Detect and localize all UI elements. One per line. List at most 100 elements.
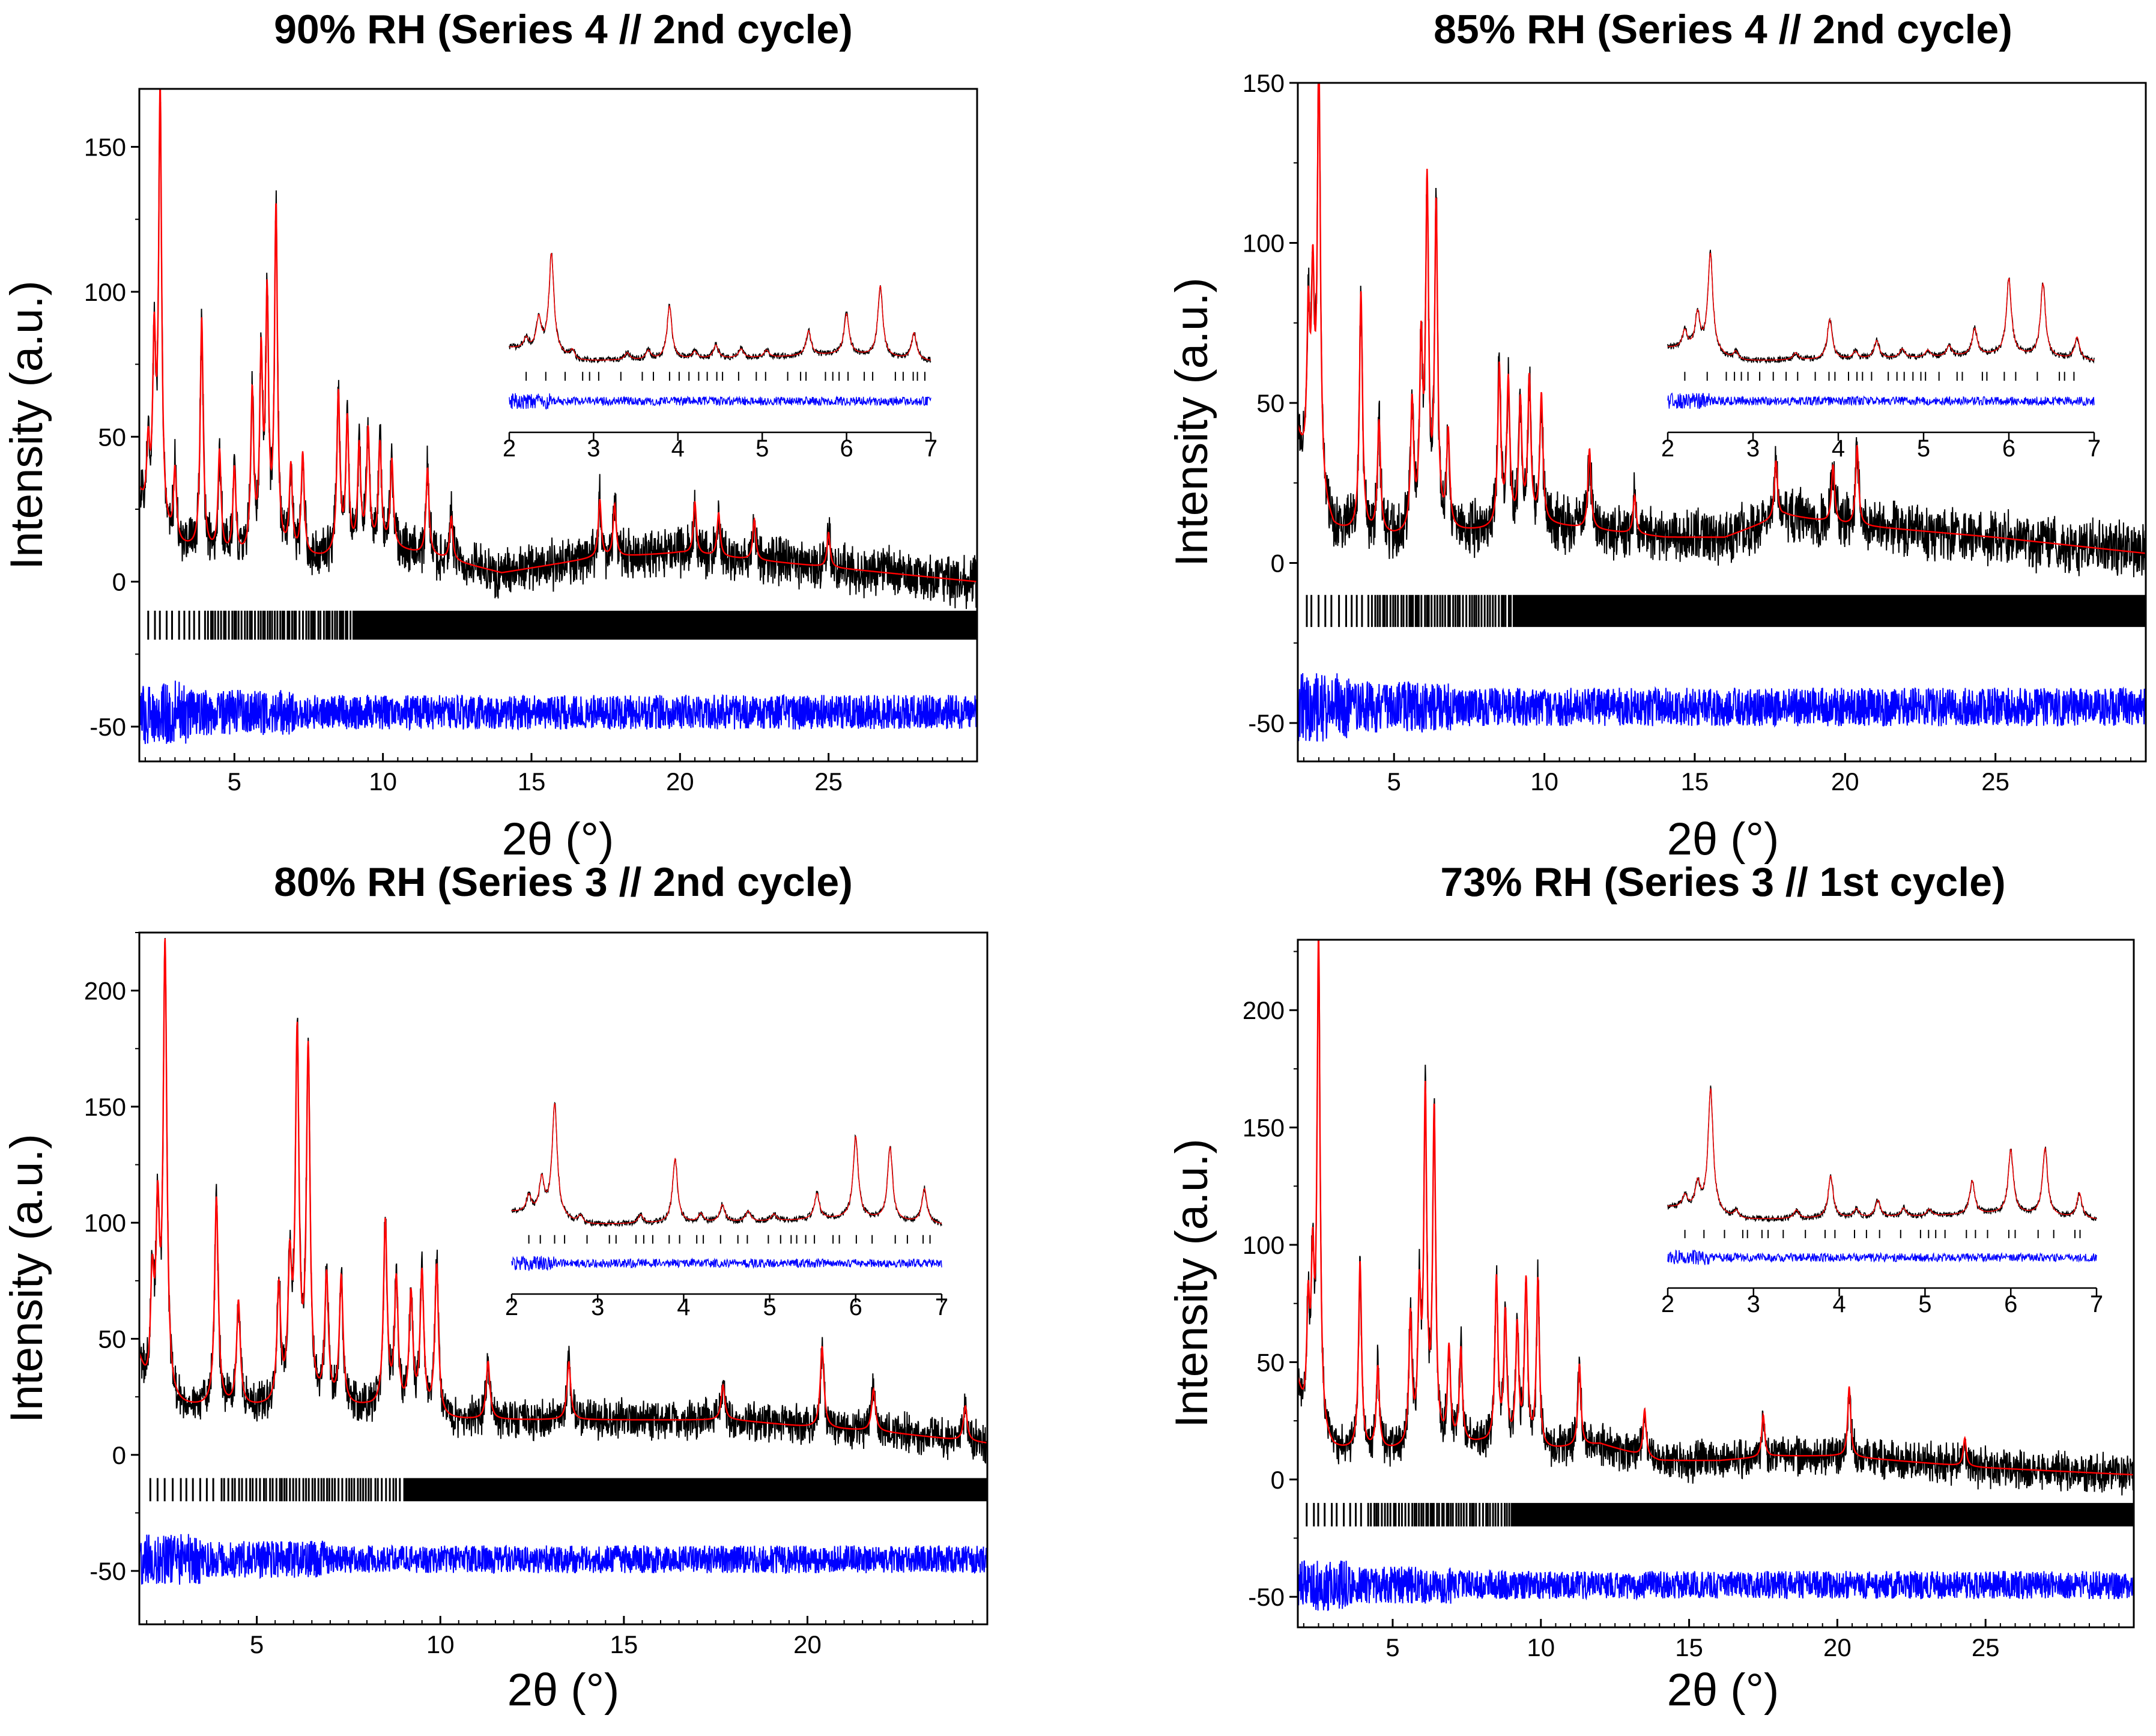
y-tick-label: 0 — [1271, 1466, 1285, 1494]
y-tick-label: 150 — [1243, 1114, 1285, 1142]
x-tick-label: 5 — [1385, 1633, 1399, 1662]
chart-title: 90% RH (Series 4 // 2nd cycle) — [274, 7, 853, 52]
calculated-series — [139, 89, 977, 582]
plot-frame — [1297, 82, 2147, 763]
inset-tick-label: 2 — [503, 435, 516, 462]
x-tick-label: 20 — [793, 1630, 822, 1659]
x-tick-label: 10 — [1527, 1633, 1555, 1662]
inset-tick-label: 4 — [671, 435, 685, 462]
chart-group: 73% RH (Series 3 // 1st cycle)5 10 15 20 25-… — [1166, 859, 2135, 1716]
plot-frame — [1297, 939, 2135, 1629]
inset: 2 3 4 5 6 7 — [1661, 1085, 2103, 1317]
reflection-ticks — [147, 611, 977, 640]
inset-tick-label: 6 — [849, 1294, 862, 1320]
y-tick-label: 0 — [112, 1441, 126, 1469]
calculated-series — [1298, 940, 2134, 1476]
inset-tick-label: 3 — [1746, 435, 1760, 462]
inset-tick-label: 4 — [1832, 1291, 1846, 1317]
inset: 2 3 4 5 6 7 — [503, 253, 937, 462]
inset-tick-label: 6 — [2004, 1291, 2017, 1317]
x-axis-label: 2θ (°) — [502, 814, 614, 865]
plot-area — [139, 938, 987, 1585]
y-axis-label: Intensity (a.u.) — [1, 280, 52, 570]
inset-difference — [1667, 392, 2095, 410]
plot-area — [1298, 83, 2146, 742]
inset-tick-label: 5 — [763, 1294, 776, 1320]
x-axis-label: 2θ (°) — [1667, 814, 1779, 865]
inset-calculated — [512, 1102, 942, 1224]
x-tick-label: 10 — [1530, 767, 1558, 796]
inset-difference — [509, 393, 931, 410]
inset-difference — [511, 1255, 942, 1271]
inset-tick-label: 5 — [756, 435, 769, 462]
reflection-markers — [1306, 1502, 2134, 1526]
x-tick-label: 15 — [518, 767, 546, 796]
inset-tick-label: 7 — [2088, 435, 2101, 462]
inset-tick-label: 3 — [1747, 1291, 1760, 1317]
difference-series — [1298, 673, 2146, 742]
y-tick-label: -50 — [89, 1557, 126, 1585]
chart-group: 80% RH (Series 3 // 2nd cycle)5 10 15 20-50… — [1, 859, 989, 1716]
x-tick-label: 5 — [250, 1630, 264, 1659]
inset-tick-label: 2 — [505, 1294, 518, 1320]
inset-tick-label: 6 — [2002, 435, 2015, 462]
inset-tick-label: 4 — [1832, 435, 1845, 462]
y-tick-label: 100 — [1243, 1231, 1285, 1259]
inset-calculated — [509, 253, 931, 361]
chart-group: 85% RH (Series 4 // 2nd cycle)5 10 15 20 25-… — [1166, 7, 2147, 865]
y-tick-label: 200 — [84, 977, 126, 1005]
x-axis-label: 2θ (°) — [1667, 1665, 1779, 1716]
x-tick-label: 25 — [1981, 767, 2009, 796]
x-tick-label: 15 — [1675, 1633, 1703, 1662]
inset-reflection-markers — [1684, 372, 2075, 381]
x-axis-label: 2θ (°) — [507, 1665, 620, 1716]
calculated-series — [1298, 83, 2146, 554]
inset-tick-label: 4 — [677, 1294, 690, 1320]
y-axis-label: Intensity (a.u.) — [1, 1134, 52, 1423]
reflection-ticks — [1306, 594, 2146, 628]
y-tick-label: 50 — [98, 423, 126, 451]
difference-series — [139, 1534, 987, 1585]
plot-frame — [138, 931, 989, 1626]
difference-series — [139, 680, 977, 745]
inset-tick-label: 6 — [840, 435, 853, 462]
inset-difference — [1667, 1249, 2097, 1265]
inset: 2 3 4 5 6 7 — [1661, 249, 2101, 462]
plot-area — [1298, 940, 2134, 1611]
y-tick-label: 0 — [112, 568, 126, 596]
chart-panel-80rh: 80% RH (Series 3 // 2nd cycle) 5 10 15 20 -50… — [1, 859, 989, 1716]
inset-tick-label: 7 — [2090, 1291, 2103, 1317]
plot-frame — [138, 88, 978, 763]
reflection-markers — [149, 1478, 987, 1502]
calculated-series — [139, 938, 987, 1444]
x-tick-label: 15 — [610, 1630, 638, 1659]
reflection-ticks — [149, 1478, 987, 1502]
chart-title: 85% RH (Series 4 // 2nd cycle) — [1434, 7, 2012, 52]
inset-calculated — [1668, 1088, 2097, 1220]
inset-observed — [509, 253, 931, 363]
y-tick-label: -50 — [1248, 1583, 1285, 1611]
inset-tick-label: 7 — [935, 1294, 948, 1320]
y-tick-label: 200 — [1243, 996, 1285, 1024]
chart-title: 80% RH (Series 3 // 2nd cycle) — [274, 859, 853, 905]
x-tick-label: 15 — [1681, 767, 1709, 796]
x-tick-label: 20 — [666, 767, 694, 796]
chart-panel-90rh: 90% RH (Series 4 // 2nd cycle) 5 10 15 20 25-… — [0, 0, 1078, 868]
inset-tick-label: 3 — [587, 435, 600, 462]
observed-series — [139, 938, 987, 1464]
reflection-markers — [1306, 594, 2146, 628]
x-tick-label: 20 — [1823, 1633, 1852, 1662]
x-tick-label: 20 — [1831, 767, 1859, 796]
inset-calculated — [1668, 252, 2095, 361]
inset-tick-label: 3 — [591, 1294, 604, 1320]
difference-series — [1298, 1560, 2134, 1611]
y-tick-label: 50 — [1256, 1348, 1285, 1376]
y-axis-label: Intensity (a.u.) — [1166, 277, 1217, 567]
inset-tick-label: 2 — [1661, 435, 1674, 462]
reflection-ticks — [1306, 1502, 2134, 1526]
chart-title: 73% RH (Series 3 // 1st cycle) — [1440, 859, 2005, 905]
